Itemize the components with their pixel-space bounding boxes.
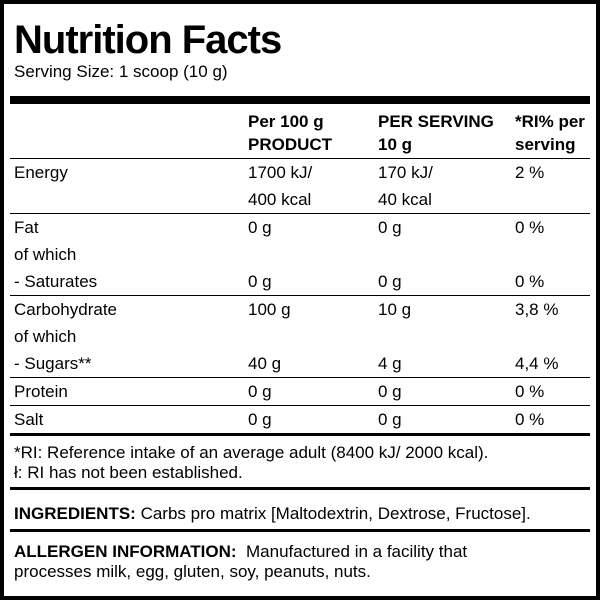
ingredients-label: INGREDIENTS: xyxy=(14,504,136,523)
row-rule xyxy=(10,377,590,378)
table-cell: 0 % xyxy=(515,272,545,291)
table-cell: 0 g xyxy=(378,218,402,237)
table-cell: of which xyxy=(14,245,77,264)
table-cell: 0 g xyxy=(248,382,272,401)
table-cell: 4,4 % xyxy=(515,354,559,373)
table-cell: 2 % xyxy=(515,163,545,182)
table-cell: Fat xyxy=(14,218,39,237)
table-cell: PRODUCT xyxy=(248,135,333,154)
table-cell: Per 100 g xyxy=(248,112,324,131)
table-cell: Energy xyxy=(14,163,68,182)
ingredients: INGREDIENTS: Carbs pro matrix [Maltodext… xyxy=(14,504,531,524)
table-cell: of which xyxy=(14,327,77,346)
thick-rule xyxy=(10,433,590,436)
thick-rule xyxy=(10,529,590,532)
footnote: *RI: Reference intake of an average adul… xyxy=(14,443,489,462)
table-cell: 10 g xyxy=(378,135,413,154)
table-cell: 170 kJ/ xyxy=(378,163,433,182)
table-cell: Carbohydrate xyxy=(14,300,118,319)
table-cell: Salt xyxy=(14,410,44,429)
table-cell: 40 g xyxy=(248,354,282,373)
table-cell: - Sugars** xyxy=(14,354,92,373)
table-cell: 40 kcal xyxy=(378,190,432,209)
footnote: ł: RI has not been established. xyxy=(14,463,243,482)
table-cell: - Saturates xyxy=(14,272,98,291)
allergen-text: Manufactured in a facility that processe… xyxy=(14,542,468,581)
table-cell: 400 kcal xyxy=(248,190,312,209)
table-cell: serving xyxy=(515,135,576,154)
table-cell: 0 g xyxy=(378,410,402,429)
table-cell: 0 g xyxy=(378,272,402,291)
serving-size: Serving Size: 1 scoop (10 g) xyxy=(14,62,228,81)
thick-rule xyxy=(10,487,590,490)
table-cell: 0 g xyxy=(378,382,402,401)
ingredients-text: Carbs pro matrix [Maltodextrin, Dextrose… xyxy=(140,504,531,523)
table-cell: 3,8 % xyxy=(515,300,559,319)
table-cell: PER SERVING xyxy=(378,112,494,131)
title: Nutrition Facts xyxy=(14,18,282,62)
table-cell: 4 g xyxy=(378,354,402,373)
table-cell: 0 % xyxy=(515,410,545,429)
row-rule xyxy=(10,213,590,214)
table-cell: 100 g xyxy=(248,300,291,319)
table-cell: 0 % xyxy=(515,218,545,237)
table-cell: 1700 kJ/ xyxy=(248,163,313,182)
thick-rule xyxy=(10,96,590,104)
allergen-label: ALLERGEN INFORMATION: xyxy=(14,542,237,561)
table-cell: 0 g xyxy=(248,410,272,429)
table-cell: Protein xyxy=(14,382,68,401)
table-cell: 0 g xyxy=(248,272,272,291)
row-rule xyxy=(10,295,590,296)
table-cell: 10 g xyxy=(378,300,412,319)
allergen: ALLERGEN INFORMATION: Manufactured in a … xyxy=(14,542,534,582)
row-rule xyxy=(10,405,590,406)
table-cell: 0 g xyxy=(248,218,272,237)
row-rule xyxy=(10,158,590,159)
table-cell: 0 % xyxy=(515,382,545,401)
table-cell: *RI% per xyxy=(515,112,585,131)
